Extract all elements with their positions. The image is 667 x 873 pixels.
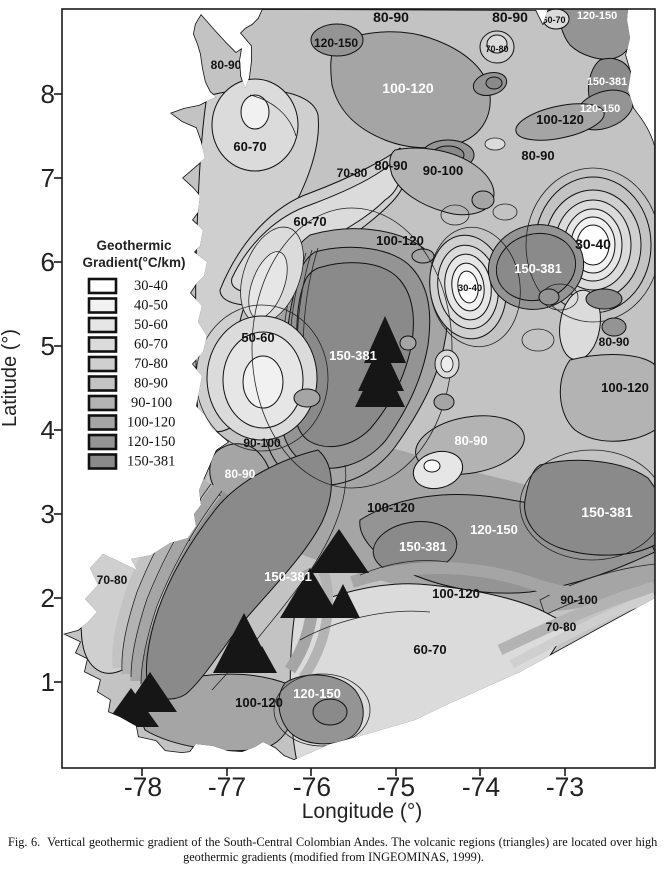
svg-text:80-90: 80-90 [454, 433, 487, 448]
svg-text:150-381: 150-381 [127, 454, 175, 470]
svg-text:Geothermic: Geothermic [96, 238, 172, 253]
svg-text:100-120: 100-120 [235, 695, 283, 710]
svg-text:30-40: 30-40 [134, 278, 168, 294]
svg-text:150-381: 150-381 [587, 76, 627, 88]
svg-text:150-381: 150-381 [581, 504, 633, 520]
svg-text:60-70: 60-70 [293, 214, 326, 229]
svg-text:Latitude (°): Latitude (°) [0, 329, 21, 427]
svg-text:120-150: 120-150 [127, 434, 175, 450]
svg-text:150-381: 150-381 [399, 539, 447, 554]
svg-text:150-381: 150-381 [329, 348, 377, 363]
svg-text:80-90: 80-90 [521, 148, 554, 163]
svg-text:70-80: 70-80 [485, 44, 508, 54]
svg-text:80-90: 80-90 [225, 467, 256, 481]
svg-text:7: 7 [41, 163, 55, 193]
svg-text:60-70: 60-70 [134, 337, 168, 353]
svg-text:100-120: 100-120 [127, 415, 175, 431]
svg-text:60-70: 60-70 [413, 642, 446, 657]
svg-text:80-90: 80-90 [373, 9, 409, 25]
svg-text:30-40: 30-40 [575, 236, 611, 252]
svg-text:90-100: 90-100 [243, 436, 281, 450]
svg-text:100-120: 100-120 [536, 112, 584, 127]
svg-text:100-120: 100-120 [376, 233, 424, 248]
svg-text:80-90: 80-90 [599, 335, 630, 349]
svg-text:60-70: 60-70 [233, 139, 266, 154]
svg-text:120-150: 120-150 [293, 686, 341, 701]
svg-text:120-150: 120-150 [470, 522, 518, 537]
svg-text:90-100: 90-100 [131, 395, 172, 411]
svg-text:120-150: 120-150 [580, 103, 620, 115]
svg-text:-73: -73 [546, 772, 584, 802]
svg-text:150-381: 150-381 [264, 569, 312, 584]
svg-text:2: 2 [41, 583, 55, 613]
svg-text:40-50: 40-50 [134, 298, 168, 314]
svg-text:6: 6 [41, 247, 55, 277]
svg-text:-78: -78 [124, 772, 162, 802]
svg-text:120-150: 120-150 [577, 10, 617, 22]
svg-text:70-80: 70-80 [546, 620, 577, 634]
svg-text:100-120: 100-120 [367, 500, 415, 515]
svg-text:70-80: 70-80 [337, 166, 368, 180]
svg-text:30-40: 30-40 [458, 283, 482, 294]
svg-text:150-381: 150-381 [514, 261, 562, 276]
svg-text:Longitude (°): Longitude (°) [302, 800, 422, 823]
svg-text:80-90: 80-90 [492, 9, 528, 25]
svg-text:3: 3 [41, 499, 55, 529]
svg-text:4: 4 [41, 415, 55, 445]
svg-text:80-90: 80-90 [134, 376, 168, 392]
svg-text:80-90: 80-90 [374, 158, 407, 173]
svg-text:60-70: 60-70 [542, 15, 565, 25]
svg-text:100-120: 100-120 [601, 380, 649, 395]
svg-text:Gradient(°C/km): Gradient(°C/km) [83, 255, 186, 270]
svg-text:-76: -76 [293, 772, 331, 802]
svg-text:70-80: 70-80 [134, 356, 168, 372]
svg-text:50-60: 50-60 [241, 330, 274, 345]
svg-text:100-120: 100-120 [432, 586, 480, 601]
svg-text:1: 1 [41, 667, 55, 697]
svg-text:120-150: 120-150 [314, 36, 358, 50]
svg-text:-74: -74 [462, 772, 500, 802]
svg-text:8: 8 [41, 79, 55, 109]
svg-text:-75: -75 [377, 772, 415, 802]
svg-text:-77: -77 [208, 772, 246, 802]
svg-text:90-100: 90-100 [560, 593, 598, 607]
svg-text:100-120: 100-120 [382, 80, 434, 96]
svg-text:50-60: 50-60 [134, 317, 168, 333]
svg-text:5: 5 [41, 331, 55, 361]
svg-text:80-90: 80-90 [211, 58, 242, 72]
svg-text:90-100: 90-100 [423, 163, 463, 178]
svg-text:70-80: 70-80 [97, 573, 128, 587]
